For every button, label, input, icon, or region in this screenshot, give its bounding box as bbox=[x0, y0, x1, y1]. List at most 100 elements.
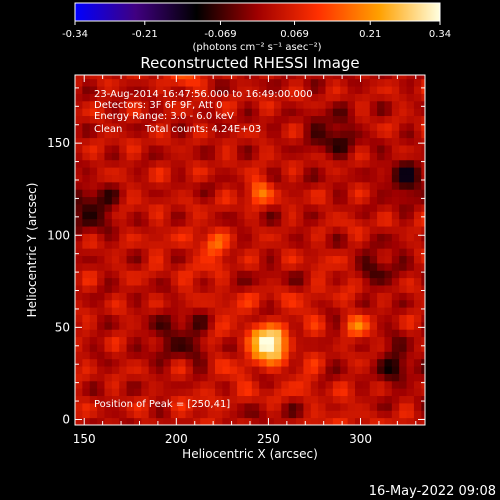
heatmap-cell bbox=[126, 380, 135, 389]
heatmap-cell bbox=[266, 388, 275, 397]
heatmap-cell bbox=[310, 75, 319, 80]
heatmap-cell bbox=[82, 218, 91, 227]
heatmap-cell bbox=[104, 152, 113, 161]
heatmap-cell bbox=[325, 262, 334, 271]
heatmap-cell bbox=[229, 152, 238, 161]
heatmap-cell bbox=[207, 137, 216, 146]
heatmap-cell bbox=[355, 93, 363, 102]
heatmap-cell bbox=[192, 373, 201, 382]
heatmap-cell bbox=[222, 255, 231, 264]
heatmap-cell bbox=[119, 395, 128, 404]
heatmap-cell bbox=[369, 299, 378, 308]
heatmap-cell bbox=[369, 130, 378, 139]
heatmap-cell bbox=[266, 307, 275, 315]
heatmap-cell bbox=[288, 366, 297, 374]
heatmap-cell bbox=[148, 100, 157, 109]
heatmap-cell bbox=[119, 78, 128, 87]
heatmap-cell bbox=[97, 203, 105, 212]
heatmap-cell bbox=[97, 388, 105, 397]
heatmap-cell bbox=[119, 203, 128, 212]
heatmap-cell bbox=[406, 343, 415, 352]
heatmap-cell bbox=[340, 299, 349, 308]
heatmap-cell bbox=[362, 373, 371, 382]
heatmap-cell bbox=[89, 75, 98, 80]
heatmap-cell bbox=[377, 343, 385, 352]
heatmap-cell bbox=[384, 233, 393, 242]
heatmap-cell bbox=[318, 270, 327, 279]
heatmap-cell bbox=[111, 380, 120, 389]
heatmap-cell bbox=[89, 167, 98, 175]
heatmap-cell bbox=[119, 75, 128, 80]
heatmap-cell bbox=[266, 240, 275, 249]
heatmap-cell bbox=[355, 255, 363, 264]
heatmap-cell bbox=[97, 299, 105, 308]
heatmap-cell bbox=[126, 395, 135, 404]
heatmap-cell bbox=[391, 343, 400, 352]
heatmap-cell bbox=[104, 285, 113, 293]
heatmap-cell bbox=[399, 196, 408, 205]
heatmap-cell bbox=[104, 115, 113, 124]
heatmap-cell bbox=[170, 292, 179, 301]
heatmap-cell bbox=[399, 321, 408, 330]
heatmap-cell bbox=[111, 262, 120, 271]
heatmap-cell bbox=[399, 226, 408, 234]
heatmap-cell bbox=[215, 93, 223, 102]
heatmap-cell bbox=[82, 410, 91, 419]
heatmap-cell bbox=[111, 75, 120, 80]
heatmap-cell bbox=[391, 115, 400, 124]
heatmap-cell bbox=[215, 115, 223, 124]
heatmap-cell bbox=[384, 248, 393, 257]
heatmap-cell bbox=[362, 93, 371, 102]
heatmap-cell bbox=[229, 122, 238, 131]
heatmap-cell bbox=[75, 358, 83, 367]
heatmap-cell bbox=[332, 203, 341, 212]
heatmap-cell bbox=[318, 145, 327, 153]
heatmap-cell bbox=[119, 329, 128, 338]
heatmap-cell bbox=[421, 248, 425, 257]
heatmap-cell bbox=[347, 211, 356, 220]
heatmap-cell bbox=[156, 196, 164, 205]
heatmap-cell bbox=[347, 196, 356, 205]
heatmap-cell bbox=[406, 130, 415, 139]
heatmap-cell bbox=[251, 351, 260, 360]
heatmap-cell bbox=[156, 75, 164, 80]
heatmap-cell bbox=[384, 402, 393, 411]
heatmap-cell bbox=[244, 240, 253, 249]
heatmap-cell bbox=[104, 108, 113, 117]
heatmap-cell bbox=[222, 174, 231, 183]
heatmap-cell bbox=[97, 329, 105, 338]
heatmap-cell bbox=[406, 417, 415, 425]
heatmap-cell bbox=[215, 145, 223, 153]
heatmap-cell bbox=[82, 93, 91, 102]
heatmap-cell bbox=[126, 307, 135, 315]
heatmap-cell bbox=[200, 122, 209, 131]
heatmap-cell bbox=[273, 181, 282, 190]
heatmap-cell bbox=[413, 388, 422, 397]
heatmap-cell bbox=[141, 130, 150, 139]
heatmap-cell bbox=[340, 174, 349, 183]
heatmap-cell bbox=[244, 145, 253, 153]
heatmap-cell bbox=[288, 203, 297, 212]
heatmap-cell bbox=[170, 86, 179, 94]
heatmap-cell bbox=[215, 343, 223, 352]
heatmap-cell bbox=[384, 130, 393, 139]
heatmap-cell bbox=[273, 189, 282, 198]
heatmap-cell bbox=[413, 122, 422, 131]
heatmap-cell bbox=[215, 395, 223, 404]
heatmap-cell bbox=[421, 203, 425, 212]
heatmap-cell bbox=[362, 410, 371, 419]
heatmap-cell bbox=[288, 343, 297, 352]
heatmap-cell bbox=[332, 75, 341, 80]
heatmap-cell bbox=[192, 395, 201, 404]
heatmap-cell bbox=[421, 226, 425, 234]
heatmap-cell bbox=[318, 410, 327, 419]
heatmap-cell bbox=[332, 248, 341, 257]
heatmap-cell bbox=[97, 351, 105, 360]
heatmap-cell bbox=[207, 410, 216, 419]
heatmap-cell bbox=[362, 196, 371, 205]
heatmap-cell bbox=[399, 410, 408, 419]
heatmap-cell bbox=[288, 137, 297, 146]
heatmap-cell bbox=[148, 343, 157, 352]
heatmap-cell bbox=[111, 130, 120, 139]
heatmap-cell bbox=[413, 218, 422, 227]
